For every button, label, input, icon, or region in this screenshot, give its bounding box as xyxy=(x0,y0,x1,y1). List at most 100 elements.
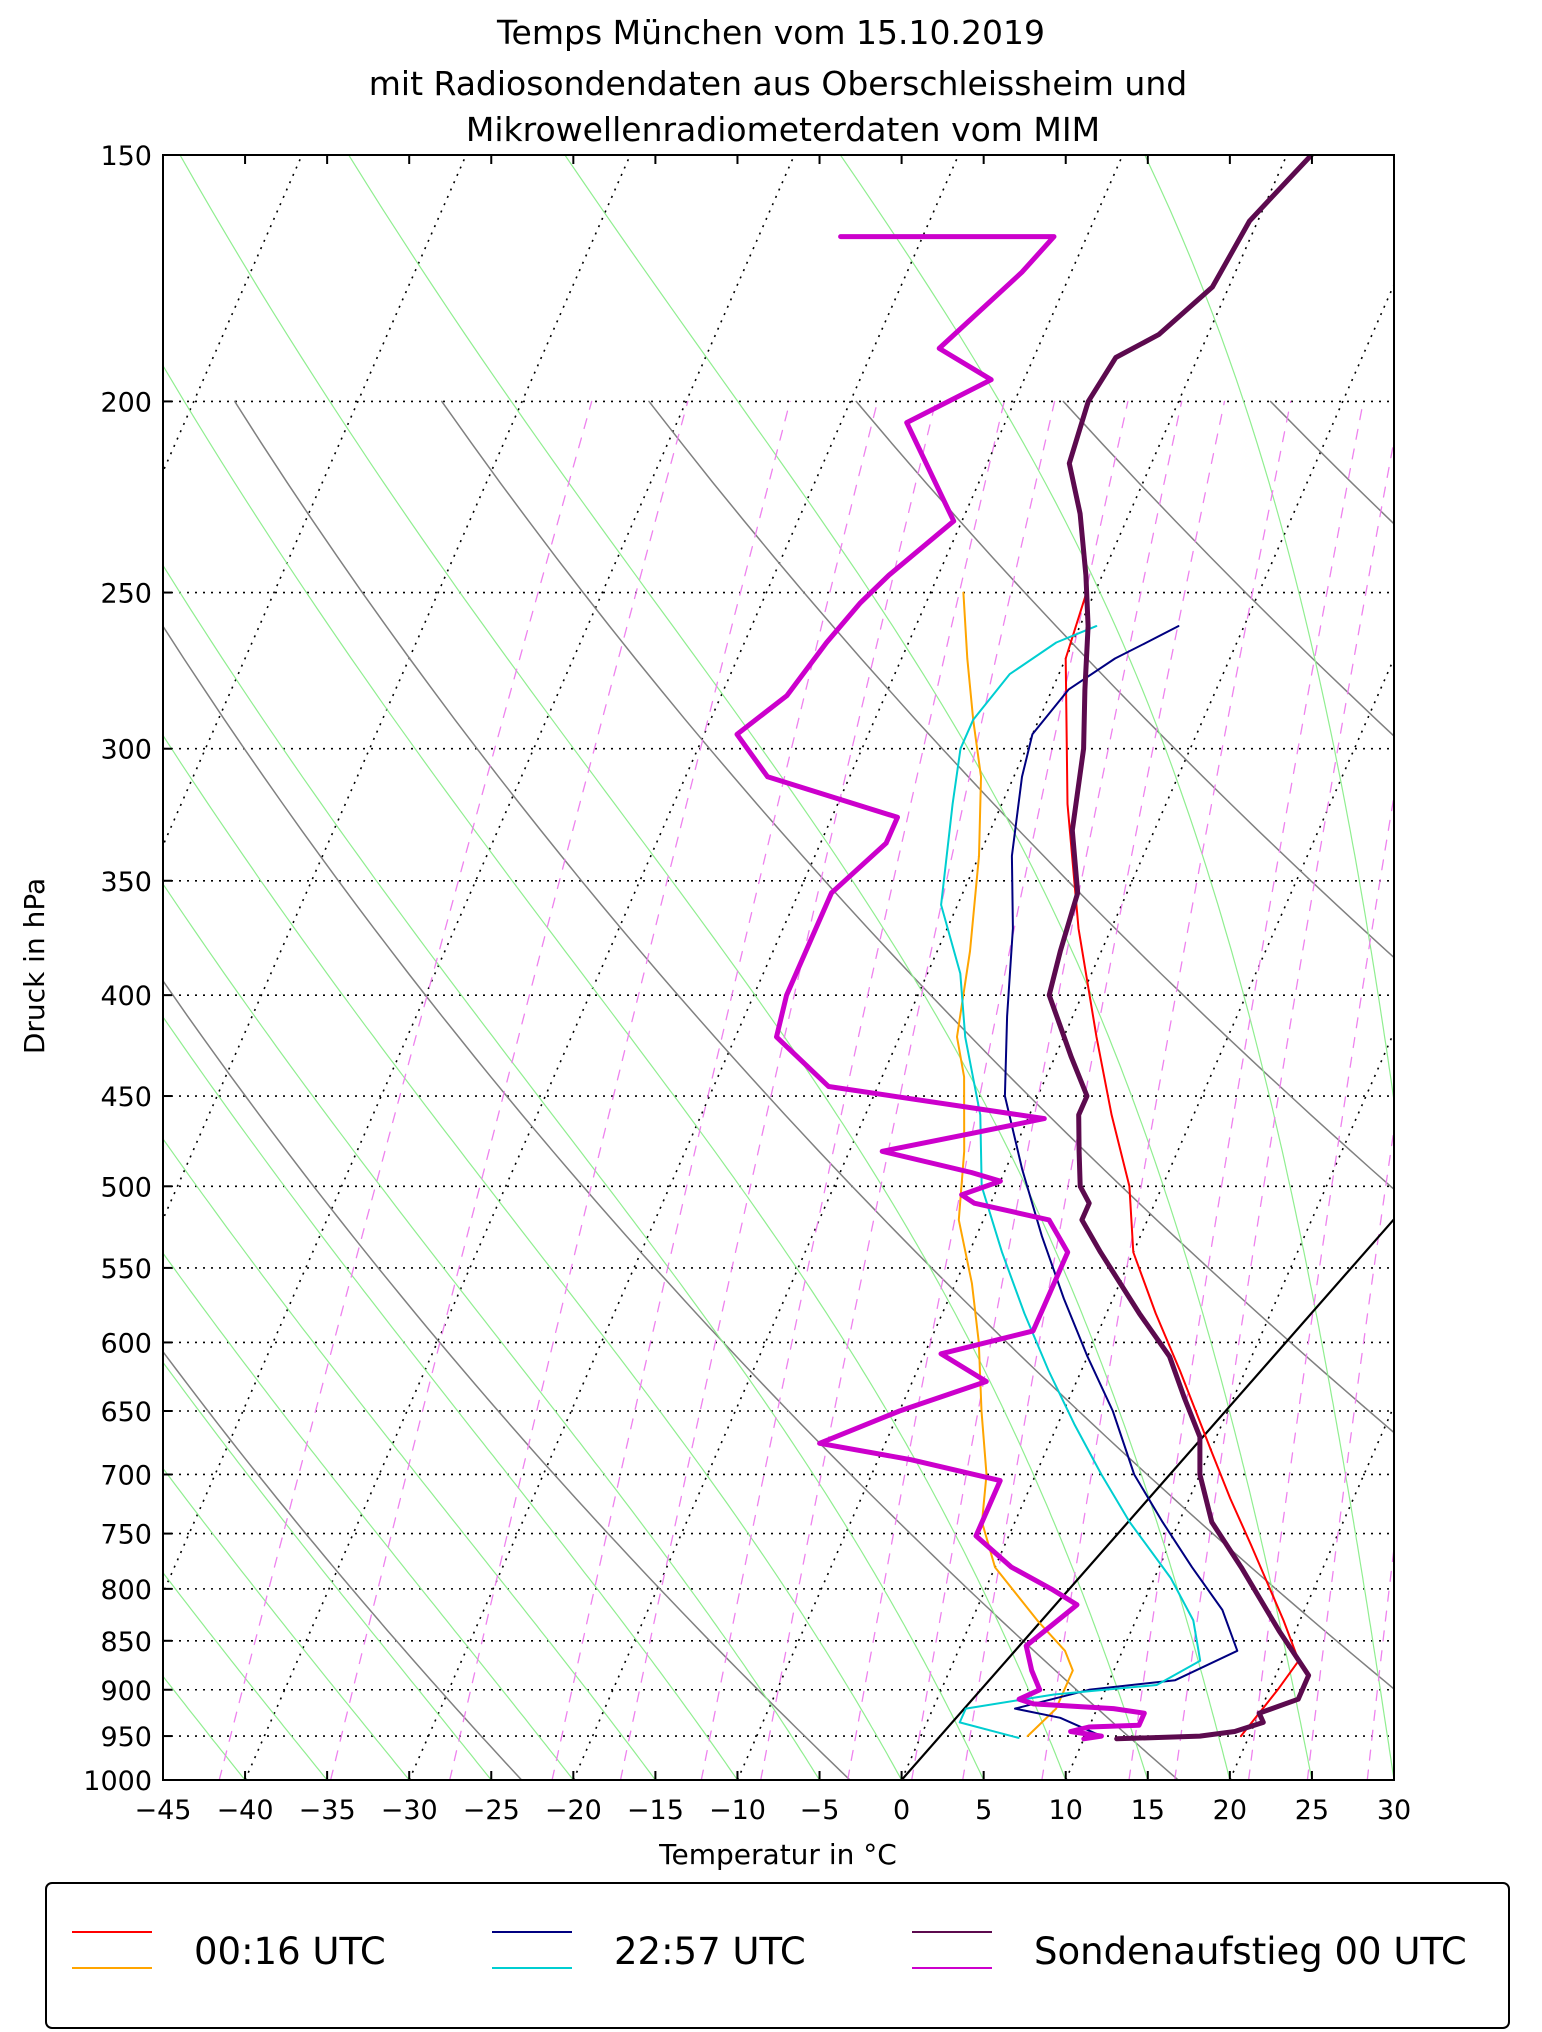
x-tick-label: 0 xyxy=(893,1795,910,1826)
mixing-ratio-line xyxy=(551,400,879,1780)
x-tick-label: −40 xyxy=(217,1795,274,1826)
mixing-ratio-line xyxy=(619,400,937,1780)
series-line-1 xyxy=(956,591,1074,1738)
moist-adiabat-line xyxy=(163,1137,657,1780)
isotherm-line xyxy=(408,155,1124,1780)
y-tick-label: 700 xyxy=(100,1460,152,1491)
y-tick-label: 150 xyxy=(100,141,152,172)
y-tick-label: 500 xyxy=(100,1172,152,1203)
x-tick-label: −10 xyxy=(709,1795,766,1826)
dry-adiabat-line xyxy=(855,400,1394,959)
x-tick-label: 30 xyxy=(1377,1795,1411,1826)
y-tick-label: 300 xyxy=(100,735,152,766)
x-tick-label: 25 xyxy=(1295,1795,1329,1826)
title-line-1: Temps München vom 15.10.2019 xyxy=(496,13,1045,52)
series-line-0 xyxy=(1064,591,1300,1738)
moist-adiabat-line xyxy=(348,155,1231,1780)
mixing-ratio-line xyxy=(1041,400,1292,1780)
y-tick-label: 600 xyxy=(100,1328,152,1359)
x-tick-label: 20 xyxy=(1213,1795,1247,1826)
mixing-ratio-line xyxy=(1174,437,1394,1780)
moist-adiabat-line xyxy=(1144,155,1394,1105)
y-tick-label: 750 xyxy=(100,1520,152,1551)
zero-degree-isotherm xyxy=(900,1217,1394,1780)
series-line-3 xyxy=(940,625,1202,1739)
background-lines xyxy=(163,155,1542,1780)
x-tick-label: 10 xyxy=(1049,1795,1083,1826)
mixing-ratio-line xyxy=(1247,792,1394,1780)
moist-adiabat-line xyxy=(163,882,821,1780)
mixing-ratio-line xyxy=(1366,1542,1394,1780)
isotherm-line xyxy=(736,282,1394,1780)
isotherm-line xyxy=(163,155,796,1596)
moist-adiabat-line xyxy=(839,155,1394,1780)
moist-adiabat-line xyxy=(564,155,1313,1780)
x-tick-label: −30 xyxy=(381,1795,438,1826)
y-tick-label: 350 xyxy=(100,867,152,898)
x-tick-label: −5 xyxy=(800,1795,840,1826)
y-tick-label: 200 xyxy=(100,387,152,418)
moist-adiabat-line xyxy=(163,1015,739,1780)
isotherm-line xyxy=(1229,1404,1394,1780)
isotherm-line xyxy=(163,155,467,848)
moist-adiabat-line xyxy=(163,1467,410,1780)
isotherm-line xyxy=(572,155,1288,1780)
dry-adiabat-line xyxy=(163,1350,523,1780)
x-tick-label: −25 xyxy=(463,1795,520,1826)
y-axis-label: Druck in hPa xyxy=(18,878,51,1054)
y-tick-label: 550 xyxy=(100,1254,152,1285)
x-axis-label: Temperatur in °C xyxy=(658,1838,897,1871)
mixing-ratio-line xyxy=(218,400,593,1780)
series-line-5 xyxy=(734,234,1147,1742)
mixing-ratio-line xyxy=(700,400,1005,1780)
mixing-ratio-line xyxy=(760,400,1056,1780)
y-tick-label: 250 xyxy=(100,579,152,610)
dry-adiabat-line xyxy=(1269,400,1394,525)
mixing-ratio-line xyxy=(847,400,1129,1780)
title-line-2: mit Radiosondendaten aus Oberschleisshei… xyxy=(369,64,1187,103)
mixing-ratio-line xyxy=(449,400,791,1780)
plot-frame xyxy=(162,154,1395,1781)
y-tick-label: 900 xyxy=(100,1676,152,1707)
y-tick-label: 850 xyxy=(100,1627,152,1658)
moist-adiabat-line xyxy=(1392,155,1394,162)
x-tick-label: −45 xyxy=(135,1795,192,1826)
moist-adiabat-line xyxy=(163,564,985,1780)
legend: 00:16 UTC 22:57 UTC Sondenaufstieg 00 UTC xyxy=(45,1882,1510,2029)
moist-adiabat-line xyxy=(179,155,1149,1780)
y-tick-label: 800 xyxy=(100,1575,152,1606)
moist-adiabat-line xyxy=(163,1361,492,1780)
y-axis: 150 200 250 300 350 400 450 500 550 600 650 700 750 8… xyxy=(83,141,172,1797)
x-tick-label: −15 xyxy=(627,1795,684,1826)
mixing-ratio-line xyxy=(962,400,1226,1780)
mixing-ratio-line xyxy=(1306,1124,1394,1780)
isotherm-line xyxy=(163,155,631,1222)
series-lines xyxy=(734,155,1314,1742)
dry-adiabat-line xyxy=(441,400,1394,1434)
y-tick-label: 450 xyxy=(100,1082,152,1113)
x-tick-label: −35 xyxy=(299,1795,356,1826)
legend-label: 00:16 UTC xyxy=(194,1930,386,1973)
x-tick-label: 5 xyxy=(975,1795,992,1826)
x-axis: −45 −40 −35 −30 −25 −20 −15 −10 −5 0 5 10 15 20 25 30 xyxy=(135,155,1411,1826)
y-tick-label: 1000 xyxy=(83,1766,152,1797)
moist-adiabat-line xyxy=(163,1571,328,1780)
y-tick-label: 950 xyxy=(100,1722,152,1753)
mixing-ratio-line xyxy=(329,400,689,1780)
chart-title: Temps München vom 15.10.2019 mit Radioso… xyxy=(369,13,1187,149)
moist-adiabat-line xyxy=(163,364,1067,1780)
isotherm-line xyxy=(1065,1030,1394,1780)
dry-adiabat-line xyxy=(648,400,1394,1191)
mixing-ratio-line xyxy=(1417,401,1542,1780)
moist-adiabat-line xyxy=(163,1252,574,1780)
isotherm-line xyxy=(1393,1778,1394,1780)
legend-label: Sondenaufstieg 00 UTC xyxy=(1034,1930,1467,1973)
x-tick-label: 15 xyxy=(1131,1795,1165,1826)
y-tick-label: 400 xyxy=(100,981,152,1012)
title-line-3: Mikrowellenradiometerdaten vom MIM xyxy=(466,110,1100,149)
series-line-4 xyxy=(1046,155,1314,1742)
mixing-ratio-line xyxy=(1128,400,1364,1780)
legend-frame xyxy=(45,1882,1510,2029)
series-line-2 xyxy=(1003,625,1239,1738)
